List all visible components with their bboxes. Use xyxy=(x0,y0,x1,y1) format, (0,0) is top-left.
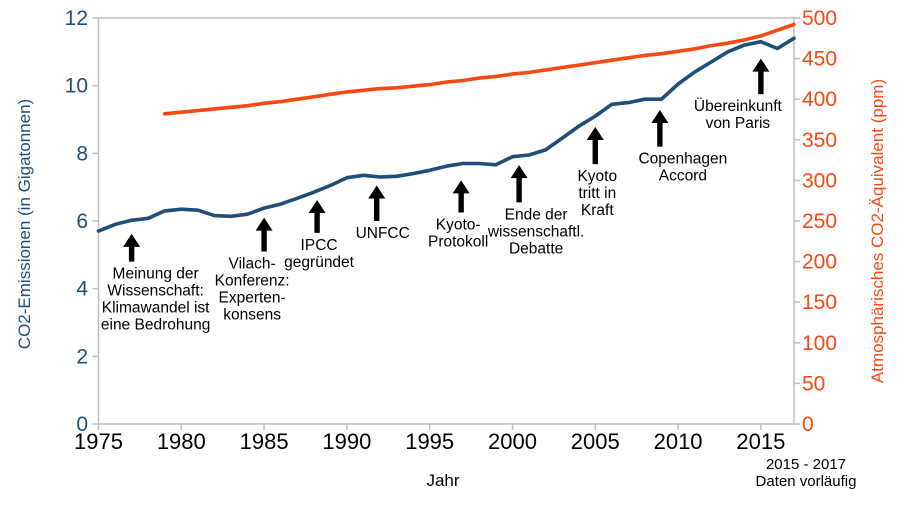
co2-equivalent-line xyxy=(162,22,796,116)
left-tick-label: 10 xyxy=(65,75,88,98)
left-tick-label: 4 xyxy=(76,278,88,301)
right-axis-title: Atmosphärisches CO2-Äquivalent (ppm) xyxy=(868,78,887,384)
annotation-label: Meinung der Wissenschaft: Klimawandel ist e… xyxy=(101,266,210,334)
annotation-label: UNFCC xyxy=(356,225,410,242)
annotation-arrow-icon xyxy=(452,180,470,213)
right-tick-label: 50 xyxy=(802,372,825,395)
right-tick-label: 400 xyxy=(802,88,837,111)
x-tick-label: 1985 xyxy=(240,429,289,454)
left-tick-label: 8 xyxy=(76,142,88,165)
annotation-arrow-icon xyxy=(255,217,273,252)
right-tick-label: 450 xyxy=(802,48,837,71)
right-tick-label: 0 xyxy=(802,413,814,436)
footnote-line-1: 2015 - 2017 xyxy=(765,456,847,473)
footnote-line-2: Daten vorläufig xyxy=(755,473,857,490)
x-tick-label: 1990 xyxy=(322,429,371,454)
left-tick-label: 12 xyxy=(65,7,88,30)
annotation-arrow-icon xyxy=(308,200,326,233)
x-tick-label: 2015 xyxy=(736,429,785,454)
x-tick-label: 2010 xyxy=(654,429,703,454)
right-tick-label: 100 xyxy=(802,332,837,355)
annotation-label: Copenhagen Accord xyxy=(638,151,727,185)
annotation-label: IPCC gegründet xyxy=(284,237,355,271)
annotation-arrow-icon xyxy=(368,185,386,221)
x-axis-title: Jahr xyxy=(426,471,460,490)
left-tick-label: 0 xyxy=(76,413,88,436)
right-tick-label: 250 xyxy=(802,210,837,233)
x-tick-label: 2005 xyxy=(571,429,620,454)
left-axis-title: CO2-Emissionen (in Gigatonnen) xyxy=(15,98,34,350)
left-tick-label: 2 xyxy=(76,345,88,368)
annotation-label: Ende der wissenschaftl. Debatte xyxy=(487,206,584,257)
annotation-arrow-icon xyxy=(123,233,141,262)
annotation-arrow-icon xyxy=(510,165,528,203)
annotation-arrow-icon xyxy=(651,110,669,147)
x-tick-label: 1975 xyxy=(74,429,123,454)
x-tick-label: 1995 xyxy=(405,429,454,454)
annotation-label: Vilach-Konferenz: Experten-konsens xyxy=(215,255,290,323)
x-tick-label: 2000 xyxy=(488,429,537,454)
annotation-label: Übereinkunft von Paris xyxy=(694,97,783,132)
right-tick-label: 200 xyxy=(802,251,837,274)
right-tick-label: 500 xyxy=(802,7,837,30)
right-tick-label: 300 xyxy=(802,169,837,192)
right-tick-label: 350 xyxy=(802,129,837,152)
co2-emissions-line xyxy=(96,36,796,233)
right-tick-label: 150 xyxy=(802,291,837,314)
annotation-label: Kyoto-Protokoll xyxy=(428,217,488,251)
x-tick-label: 1980 xyxy=(157,429,206,454)
annotation-label: Kyoto tritt in Kraft xyxy=(577,168,617,219)
footnote: 2015 - 2017 Daten vorläufig xyxy=(756,456,857,490)
annotation-arrow-icon xyxy=(586,126,604,165)
annotation-arrow-icon xyxy=(752,58,770,95)
left-tick-label: 6 xyxy=(76,210,88,233)
